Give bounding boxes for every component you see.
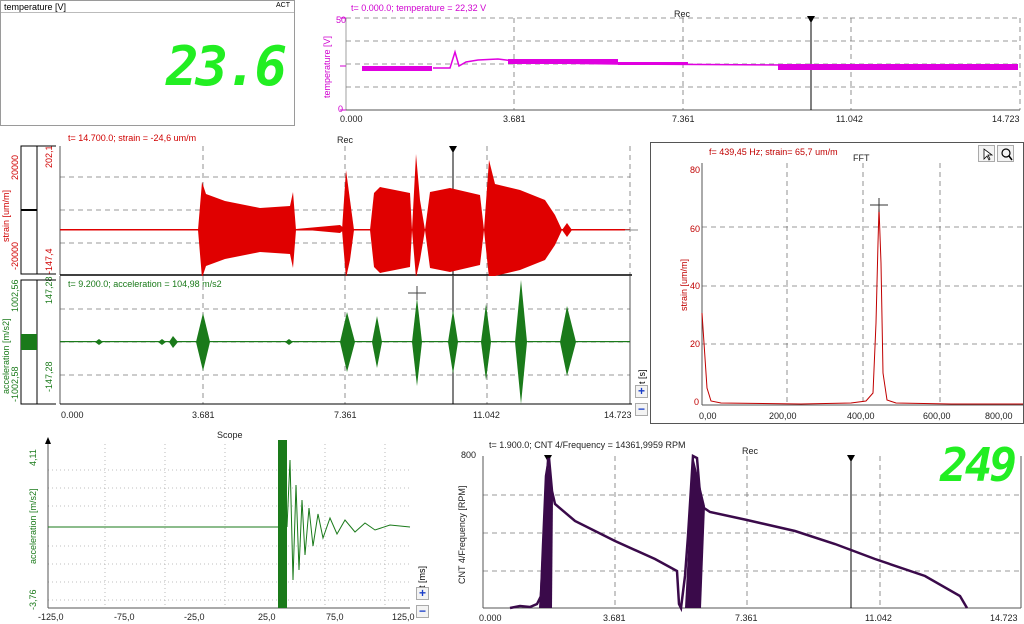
temperature-signal (362, 49, 1019, 71)
fft-xtick-3: 600,00 (923, 411, 951, 421)
frequency-xtick-4: 14.723 (990, 613, 1018, 623)
acceleration-time-unit: t [s] (637, 369, 647, 384)
scope-signal (48, 440, 411, 608)
temperature-display-panel[interactable]: temperature [V] ACT 23.6 (0, 0, 295, 126)
zoom-icon (1001, 148, 1013, 161)
scope-xtick-2: -25,0 (184, 612, 205, 622)
temperature-xtick-4: 14.723 (992, 114, 1020, 124)
temperature-xtick-2: 7.361 (672, 114, 695, 124)
fft-grid (702, 163, 1023, 405)
strain-plot[interactable] (0, 130, 640, 278)
strain-recorder-panel[interactable]: t= 14.700.0; strain = -24,6 um/m Rec str… (0, 130, 640, 278)
temperature-ytick-bottom: 0 (338, 104, 344, 114)
acceleration-plot[interactable] (0, 276, 650, 424)
zoom-out-button[interactable]: − (635, 403, 648, 416)
frequency-cursor-readout: t= 1.900.0; CNT 4/Frequency = 14361,9959… (489, 440, 686, 450)
scope-title: Scope (217, 430, 243, 440)
scope-plot[interactable] (0, 430, 445, 624)
scope-xtick-5: 125,0 (392, 612, 415, 622)
frequency-xtick-0: 0.000 (479, 613, 502, 623)
acceleration-xtick-4: 14.723 (604, 410, 632, 420)
temperature-plot[interactable] (318, 0, 1024, 126)
frequency-signal (509, 454, 969, 613)
frequency-grid (483, 456, 1021, 608)
fft-xtick-4: 800,00 (985, 411, 1013, 421)
frequency-plot[interactable] (455, 436, 1024, 624)
fft-ytick-80: 80 (690, 165, 701, 175)
zoom-tool-button[interactable] (997, 145, 1014, 162)
temperature-xtick-0: 0.000 (340, 114, 363, 124)
fft-xtick-0: 0,00 (699, 411, 717, 421)
scope-xtick-4: 75,0 (326, 612, 344, 622)
scope-xtick-1: -75,0 (114, 612, 135, 622)
pointer-icon (983, 148, 994, 161)
temperature-cursor-marker (807, 16, 815, 23)
scope-panel[interactable]: Scope acceleration [m/s2] 4,11 -3,76 -12… (0, 430, 445, 624)
frequency-cursor-marker (847, 455, 855, 462)
strain-cursor-readout: t= 14.700.0; strain = -24,6 um/m (68, 133, 197, 143)
temperature-value: 23.6 (166, 35, 287, 98)
fft-spectrum (701, 207, 1023, 405)
act-badge: ACT (276, 2, 290, 9)
acceleration-xtick-3: 11.042 (473, 410, 500, 420)
acceleration-recorder-panel[interactable]: t= 9.200.0; acceleration = 104,98 m/s2 a… (0, 276, 650, 424)
strain-signal (60, 154, 630, 278)
fft-title: FFT (853, 153, 870, 163)
scope-xtick-3: 25,0 (258, 612, 276, 622)
fft-xtick-2: 400,00 (847, 411, 875, 421)
temperature-xtick-3: 11.042 (836, 114, 863, 124)
temperature-recorder-title: Rec (674, 9, 691, 19)
fft-panel[interactable]: f= 439,45 Hz; strain= 65,7 um/m FFT stra… (650, 142, 1024, 424)
scope-zoom-out-button[interactable]: − (416, 605, 429, 618)
temperature-ytick-top: 50 (336, 15, 347, 25)
frequency-xtick-2: 7.361 (735, 613, 758, 623)
scope-zoom-in-button[interactable]: + (416, 587, 429, 600)
pointer-tool-button[interactable] (978, 145, 995, 162)
frequency-xtick-1: 3.681 (603, 613, 626, 623)
frequency-xtick-3: 11.042 (865, 613, 892, 623)
fft-ytick-40: 40 (690, 281, 701, 291)
strain-recorder-title: Rec (337, 135, 354, 145)
fft-plot[interactable] (651, 143, 1024, 425)
frequency-recorder-title: Rec (742, 446, 759, 456)
fft-ytick-20: 20 (690, 339, 701, 349)
acceleration-xtick-0: 0.000 (61, 410, 84, 420)
strain-cursor-marker (449, 146, 457, 153)
frequency-recorder-panel[interactable]: t= 1.900.0; CNT 4/Frequency = 14361,9959… (455, 436, 1024, 624)
fft-ytick-0: 0 (694, 397, 700, 407)
scope-time-unit: t [ms] (417, 566, 427, 588)
fft-cursor-readout: f= 439,45 Hz; strain= 65,7 um/m (709, 147, 838, 157)
rpm-value: 249 (940, 438, 1017, 492)
temperature-display-title: temperature [V] (4, 2, 67, 12)
display-divider (1, 12, 294, 13)
temperature-recorder-panel[interactable]: t= 0.000.0; temperature = 22,32 V Rec te… (318, 0, 1024, 126)
temperature-cursor-readout: t= 0.000.0; temperature = 22,32 V (351, 3, 487, 13)
temperature-xtick-1: 3.681 (503, 114, 526, 124)
acceleration-cursor-readout: t= 9.200.0; acceleration = 104,98 m/s2 (68, 279, 222, 289)
fft-ytick-60: 60 (690, 224, 701, 234)
acceleration-xtick-2: 7.361 (334, 410, 357, 420)
fft-xtick-1: 200,00 (769, 411, 797, 421)
frequency-ytick-top: 800 (461, 450, 477, 460)
scope-xtick-0: -125,0 (38, 612, 64, 622)
zoom-in-button[interactable]: + (635, 385, 648, 398)
acceleration-xtick-1: 3.681 (192, 410, 215, 420)
scope-grid (48, 444, 410, 608)
acceleration-signal (60, 280, 630, 404)
